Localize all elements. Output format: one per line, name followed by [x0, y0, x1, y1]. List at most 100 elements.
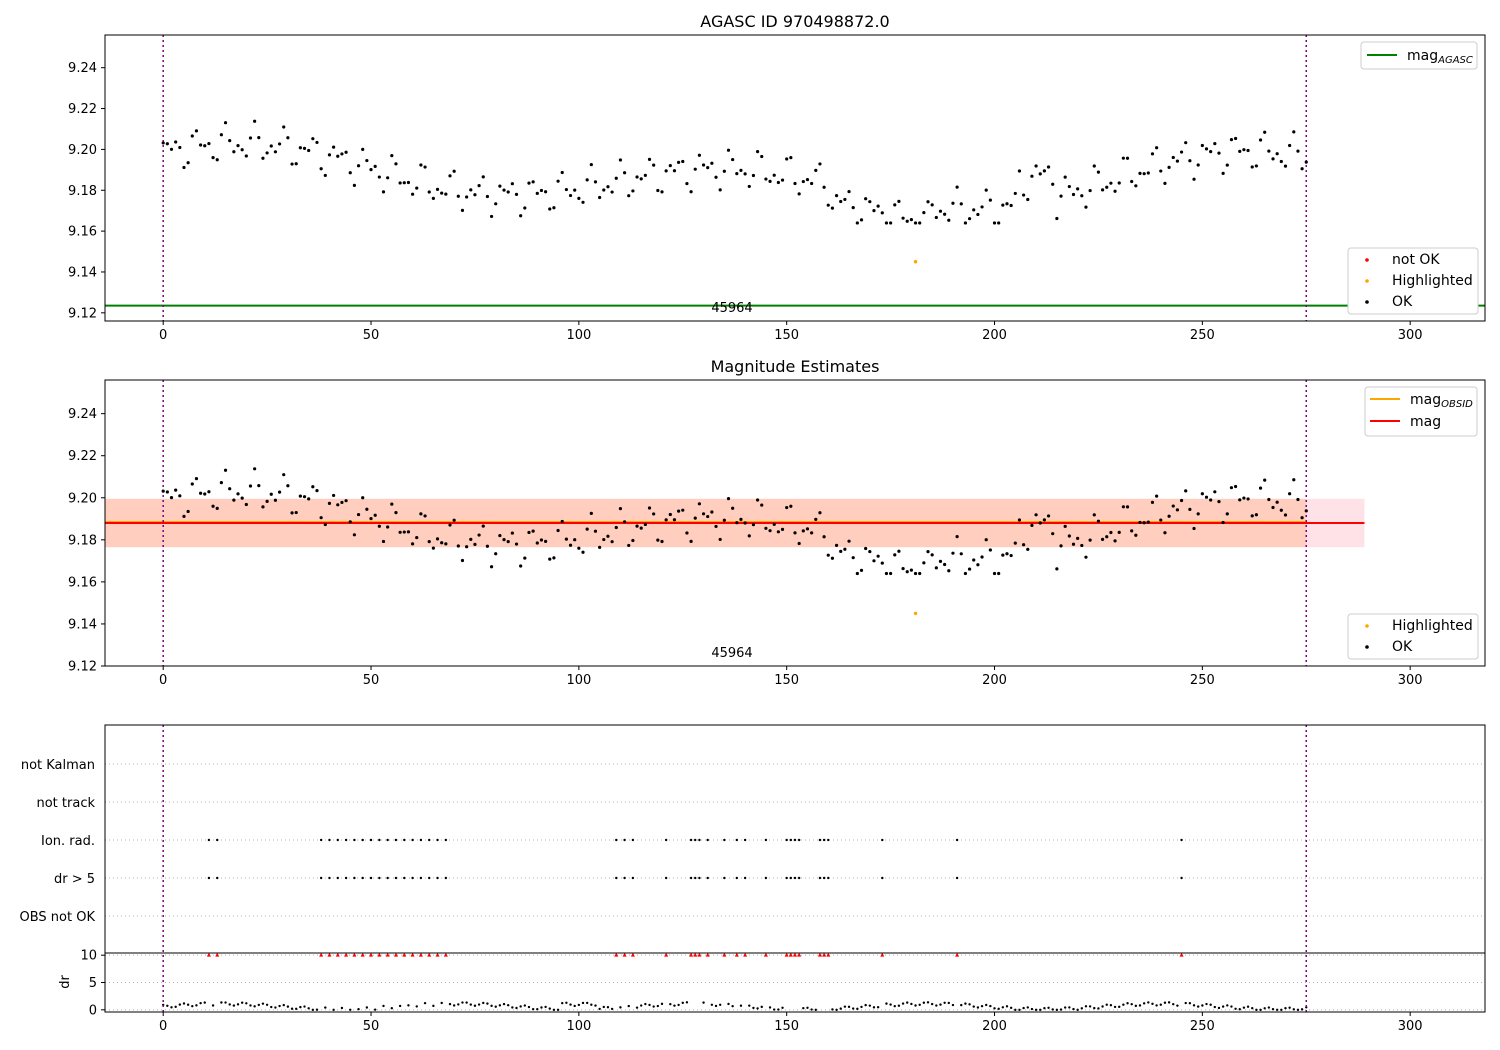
ok-point [494, 202, 498, 206]
ok-point [677, 160, 681, 164]
ok-point [951, 551, 955, 555]
ok-point [589, 511, 593, 515]
agasc-line-legend: magAGASC [1360, 41, 1478, 70]
agasc-panel: AGASC ID 970498872.0 0 50 100 150 200 250 300 9… [68, 12, 1486, 343]
dr-point [1134, 1004, 1138, 1008]
flag-point [631, 876, 635, 880]
ok-point [722, 169, 726, 173]
ok-point [751, 523, 756, 527]
ok-point [797, 192, 801, 196]
ok-point [801, 179, 805, 184]
dr-point [635, 1006, 639, 1009]
ok-point [918, 221, 922, 225]
ok-point [398, 181, 402, 185]
ok-point [1038, 172, 1042, 176]
ok-point [1088, 188, 1092, 193]
dr-point [299, 1005, 302, 1009]
ok-point [386, 176, 390, 180]
x-tick-label: 250 [1190, 1019, 1215, 1034]
ok-point [273, 150, 278, 154]
dr-point [1076, 1008, 1079, 1012]
ok-point [1080, 194, 1084, 198]
ok-point [1267, 149, 1271, 153]
dr-point [1296, 1008, 1300, 1012]
ok-point [548, 557, 552, 561]
y-tick-label: 9.22 [68, 449, 97, 464]
ok-point [539, 538, 544, 542]
ok-point [373, 164, 377, 168]
dr-point [752, 1006, 755, 1010]
ok-point [972, 558, 976, 562]
dr-point [552, 1008, 556, 1012]
ok-point [307, 148, 311, 153]
dr-point [669, 1002, 672, 1006]
dr-point [515, 1006, 518, 1010]
dr-point [1043, 1006, 1046, 1010]
ok-point [1229, 137, 1234, 142]
dr-point [178, 1003, 182, 1006]
estimates-panel: Magnitude Estimates 0 50 100 150 200 250 300 9.… [68, 357, 1486, 688]
dr-flagged-marker [693, 952, 698, 957]
ok-point [585, 527, 589, 531]
dr-point [1138, 1004, 1142, 1007]
ok-point [1138, 171, 1142, 175]
ok-point [469, 537, 473, 541]
y-tick-label: 9.12 [68, 306, 97, 321]
ok-point [1017, 518, 1022, 522]
ok-point [519, 214, 523, 218]
ok-point [997, 221, 1001, 225]
dr-flagged-marker [393, 952, 398, 957]
ok-point [1146, 171, 1150, 175]
dr-flagged-marker [722, 952, 727, 957]
dr-point [448, 1002, 452, 1006]
dr-flagged-marker [418, 952, 423, 957]
dr-point [993, 1007, 996, 1010]
dr-point [926, 1001, 930, 1004]
dr-point [585, 1001, 589, 1005]
dr-point [718, 1003, 722, 1007]
legend-label-not-ok: not OK [1392, 252, 1440, 268]
ok-point [277, 490, 282, 494]
ok-point [240, 148, 244, 152]
flag-point [403, 838, 406, 842]
x-tick-label: 200 [982, 1019, 1007, 1034]
ok-point [739, 517, 743, 521]
dr-point [1201, 1004, 1204, 1007]
flag-point [631, 838, 635, 842]
dr-point [282, 1003, 285, 1007]
ok-point [722, 518, 726, 522]
ok-point [465, 195, 469, 199]
ok-point [797, 541, 801, 546]
ok-point [1258, 486, 1263, 490]
ok-point [319, 167, 323, 171]
flag-point [369, 838, 373, 842]
dr-point [910, 1002, 913, 1006]
ok-point [726, 496, 731, 501]
dr-point [423, 1001, 427, 1005]
agasc-legend-mag: mag [1407, 48, 1438, 64]
y-tick-label: 9.14 [68, 265, 97, 280]
flag-point [369, 876, 373, 880]
dr-axis-label: dr [58, 975, 73, 989]
ok-point [1030, 174, 1034, 178]
dr-flagged-marker [402, 952, 407, 957]
flag-point [207, 876, 211, 880]
dr-point [561, 1001, 564, 1005]
ok-point [186, 509, 190, 514]
dr-point [1018, 1008, 1021, 1012]
flag-point [822, 838, 826, 842]
dr-point [473, 1004, 477, 1007]
ok-point [161, 489, 165, 493]
ok-point [1192, 177, 1196, 181]
agasc-obsid-label: 45964 [711, 301, 752, 316]
ok-point [1209, 149, 1213, 154]
ok-point [1113, 539, 1117, 543]
ok-point [564, 537, 568, 541]
flag-point [444, 876, 448, 880]
ok-point [290, 162, 294, 166]
dr-flagged-marker [822, 952, 827, 957]
dr-point [494, 1005, 497, 1008]
dr-point [1014, 1008, 1017, 1012]
ok-point [194, 477, 199, 481]
flag-point [881, 876, 884, 880]
